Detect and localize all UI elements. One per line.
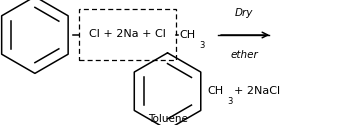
Text: Dry: Dry	[235, 8, 253, 18]
Text: ether: ether	[230, 50, 258, 60]
Text: CH: CH	[180, 30, 196, 40]
Text: Cl + 2Na + Cl: Cl + 2Na + Cl	[89, 29, 166, 39]
Bar	[79, 9, 176, 60]
Text: CH: CH	[208, 86, 224, 96]
Text: Toluene: Toluene	[148, 114, 187, 124]
Text: 3: 3	[199, 40, 204, 50]
Text: 3: 3	[227, 97, 232, 106]
Text: + 2NaCl: + 2NaCl	[234, 86, 280, 96]
